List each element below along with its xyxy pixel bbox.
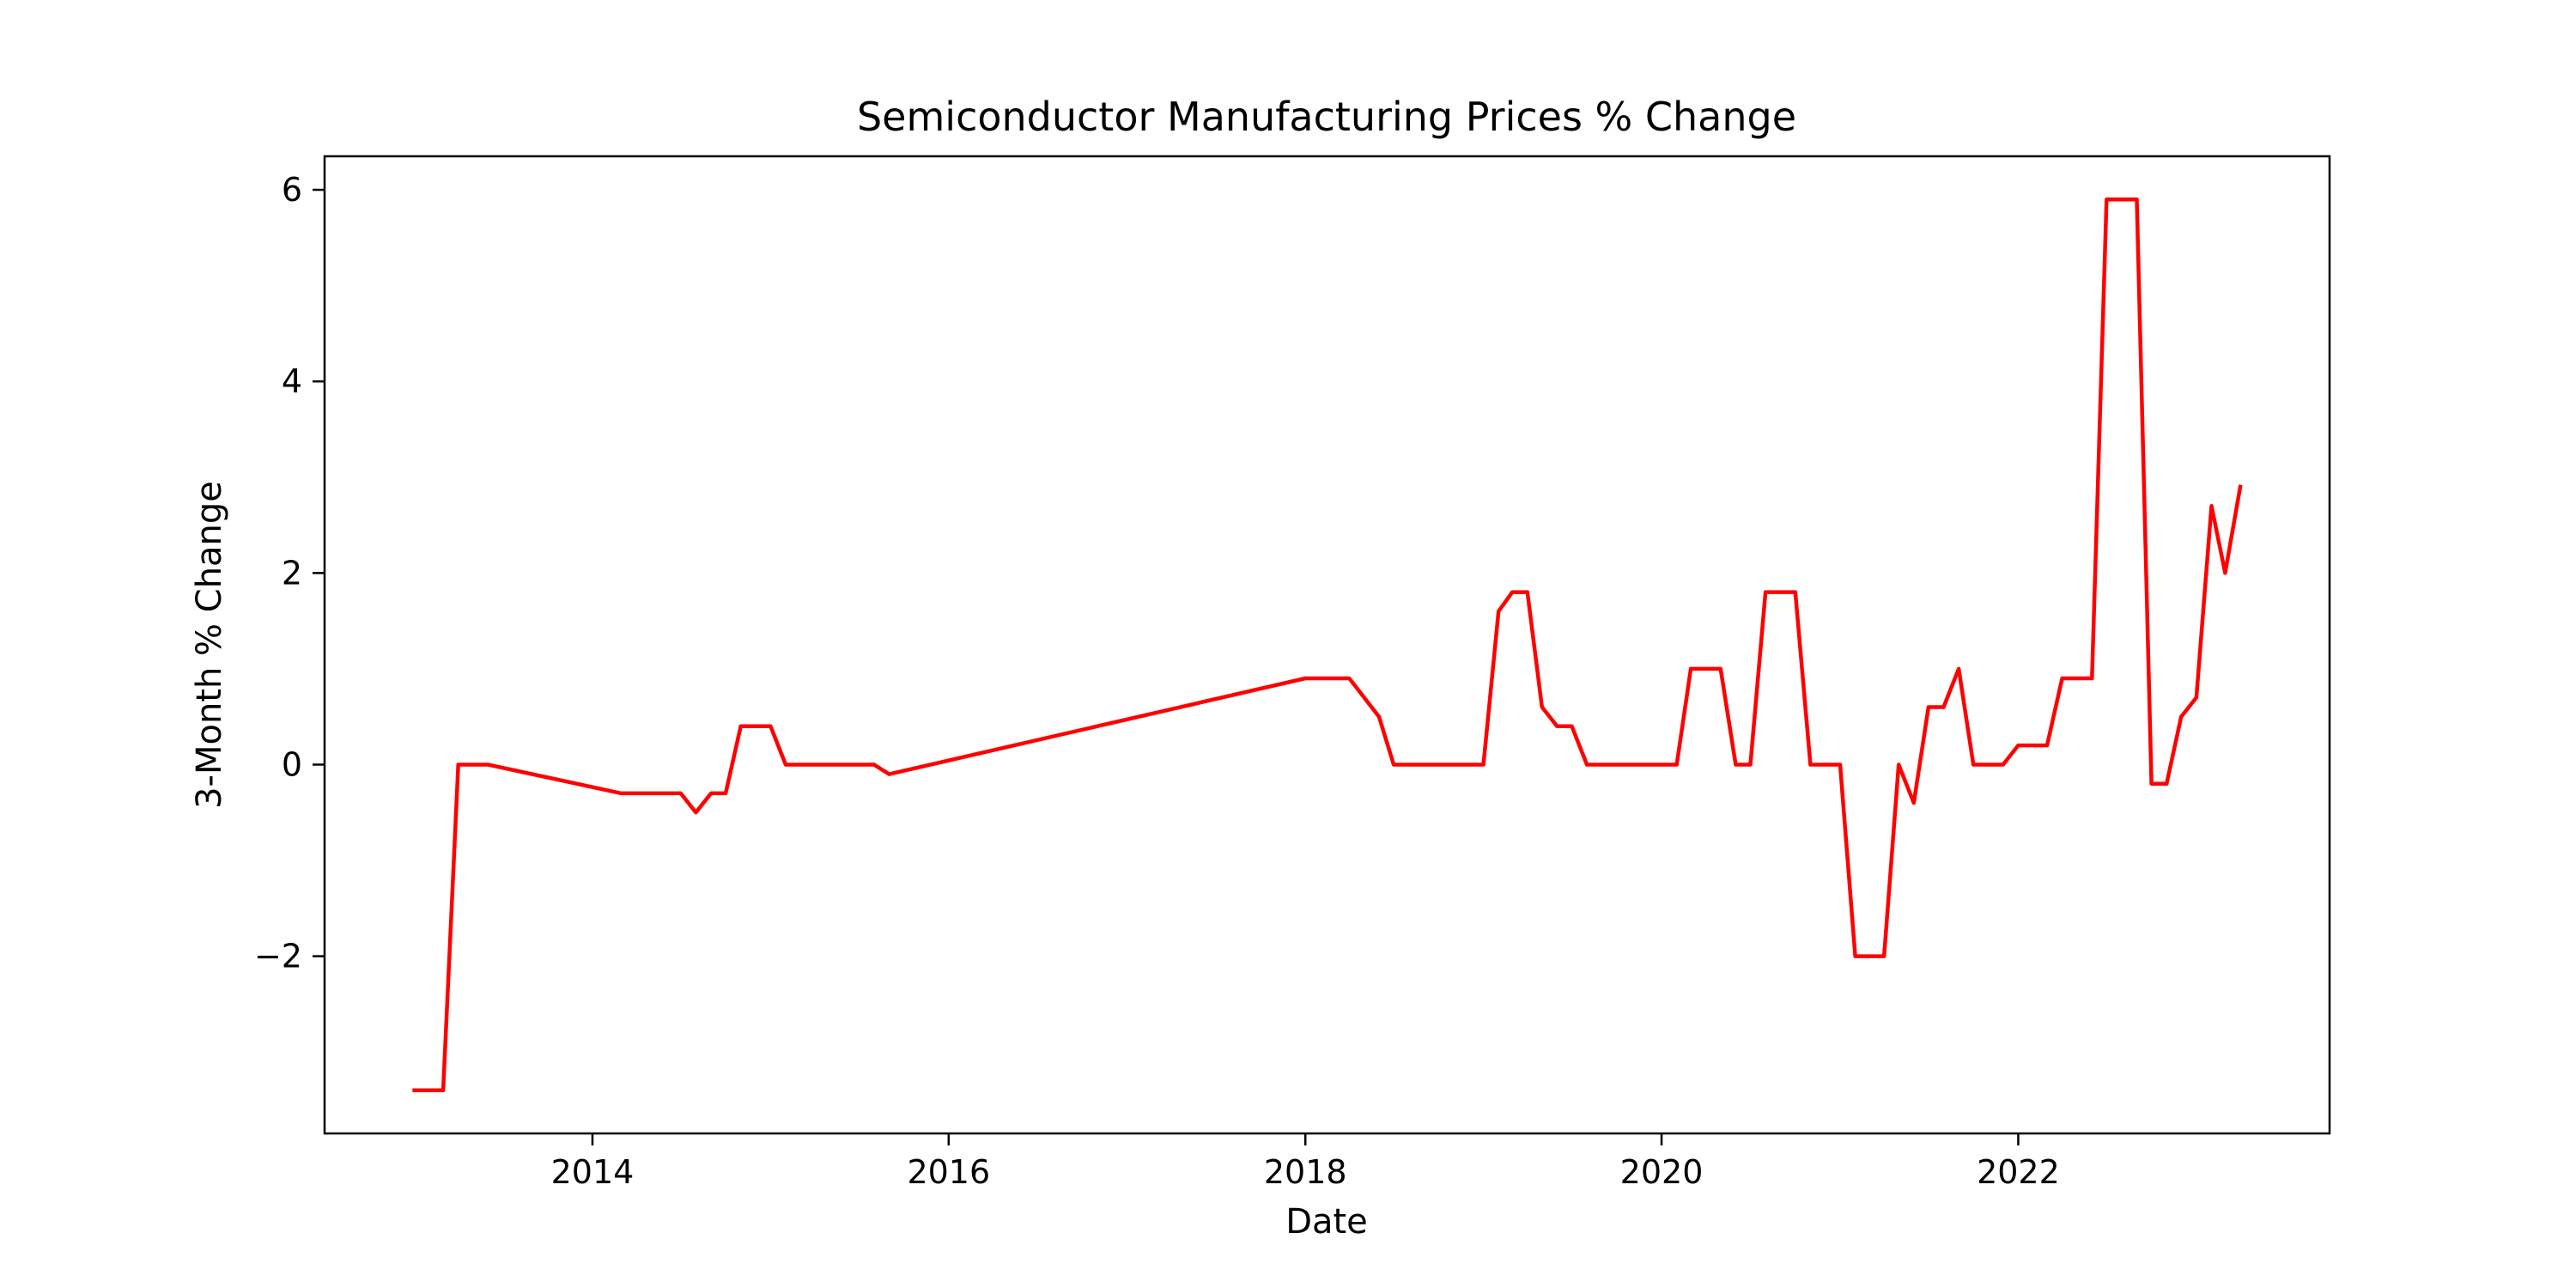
x-tick-label: 2018 bbox=[1264, 1153, 1347, 1191]
series-line bbox=[412, 197, 2243, 1093]
x-tick-label: 2014 bbox=[551, 1153, 635, 1191]
x-tick-label: 2022 bbox=[1977, 1153, 2060, 1191]
plot-area-frame bbox=[323, 155, 2331, 1135]
y-tick-label: 2 bbox=[282, 554, 302, 592]
x-tick-label: 2016 bbox=[907, 1153, 990, 1191]
y-axis-ticks: −2 0 2 4 6 bbox=[254, 171, 325, 975]
x-axis-ticks: 2014 2016 2018 2020 2022 bbox=[551, 1133, 2060, 1191]
y-axis-label: 3-Month % Change bbox=[190, 481, 229, 809]
chart-title: Semiconductor Manufacturing Prices % Cha… bbox=[857, 94, 1796, 140]
y-tick-label: 6 bbox=[282, 171, 302, 209]
series-layer bbox=[412, 197, 2243, 1093]
y-tick-label: 0 bbox=[282, 745, 302, 783]
y-tick-label: 4 bbox=[282, 362, 302, 400]
x-axis-label: Date bbox=[1285, 1202, 1368, 1242]
x-tick-label: 2020 bbox=[1620, 1153, 1704, 1191]
y-tick-label: −2 bbox=[254, 938, 302, 975]
